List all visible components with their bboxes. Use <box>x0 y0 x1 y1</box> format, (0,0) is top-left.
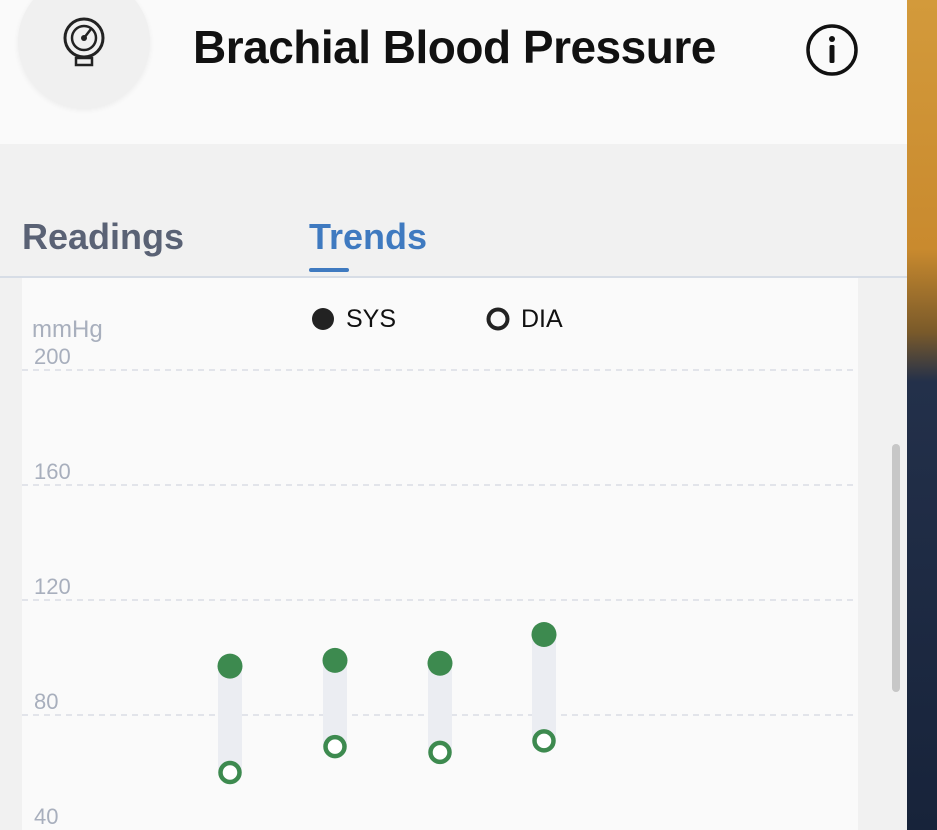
info-icon[interactable] <box>805 23 859 77</box>
y-axis-label: mmHg <box>32 316 103 343</box>
dia-point <box>428 740 452 765</box>
y-tick-label: 160 <box>34 459 71 484</box>
tab-bar: Readings Trends <box>0 144 907 278</box>
reading-range-bar <box>218 666 242 773</box>
y-tick-label: 200 <box>34 344 71 369</box>
app-window: Brachial Blood Pressure Readings Trends … <box>0 0 907 830</box>
reading-range-bar <box>532 634 556 741</box>
tab-readings[interactable]: Readings <box>22 216 185 257</box>
y-tick-label: 80 <box>34 689 58 714</box>
sys-point <box>217 653 243 679</box>
tab-trends[interactable]: Trends <box>309 216 428 257</box>
page-title: Brachial Blood Pressure <box>193 21 716 73</box>
app-icon-badge <box>18 0 150 108</box>
dia-point <box>532 729 556 753</box>
blood-pressure-gauge-icon <box>63 17 105 67</box>
trends-chart-card: mmHg 200 160 120 80 40 SYS DIA <box>22 278 858 830</box>
reading-range-bar <box>428 663 452 753</box>
desktop-background <box>907 0 937 830</box>
y-tick-label: 40 <box>34 804 58 829</box>
dia-point <box>218 760 242 785</box>
scrollbar[interactable] <box>892 444 900 692</box>
sys-point <box>531 622 557 647</box>
legend-dia-marker <box>486 307 510 331</box>
reading-range-bar <box>323 660 347 747</box>
legend-sys-label: SYS <box>346 305 396 333</box>
dia-point <box>323 734 347 759</box>
legend-sys-marker <box>312 308 334 330</box>
y-tick-label: 120 <box>34 574 71 599</box>
active-tab-indicator <box>309 268 349 272</box>
header: Brachial Blood Pressure <box>0 0 907 144</box>
sys-point <box>427 650 453 676</box>
legend-dia-label: DIA <box>521 305 563 333</box>
sys-point <box>322 647 348 673</box>
